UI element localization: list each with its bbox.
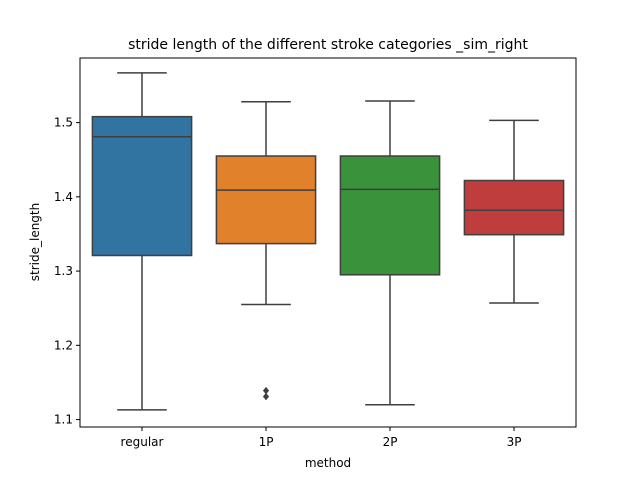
outlier-point: [262, 392, 270, 401]
box-body: [339, 155, 441, 276]
x-tick-label: regular: [121, 435, 164, 449]
y-tick-label: 1.2: [54, 338, 73, 352]
y-tick-label: 1.5: [54, 116, 73, 130]
y-axis-label: stride_length: [28, 203, 42, 281]
box-body: [463, 179, 565, 236]
plot-area: [91, 72, 565, 411]
x-tick-label: 3P: [507, 435, 522, 449]
x-tick-label: 1P: [259, 435, 274, 449]
outlier-point: [262, 386, 270, 395]
chart-title: stride length of the different stroke ca…: [128, 37, 528, 53]
box-body: [215, 155, 317, 245]
box-regular: [91, 72, 193, 411]
y-tick-label: 1.4: [54, 190, 73, 204]
x-axis: regular 1P 2P 3P: [121, 427, 522, 449]
y-tick-label: 1.3: [54, 264, 73, 278]
axes-frame: [79, 57, 577, 428]
y-axis: 1.1 1.2 1.3 1.4 1.5: [54, 116, 80, 427]
box-2P: [339, 100, 441, 406]
box-3P: [463, 119, 565, 304]
box-body: [91, 115, 193, 257]
x-tick-label: 2P: [383, 435, 398, 449]
y-tick-label: 1.1: [54, 413, 73, 427]
box-1P: [215, 101, 317, 401]
x-axis-label: method: [305, 456, 351, 470]
